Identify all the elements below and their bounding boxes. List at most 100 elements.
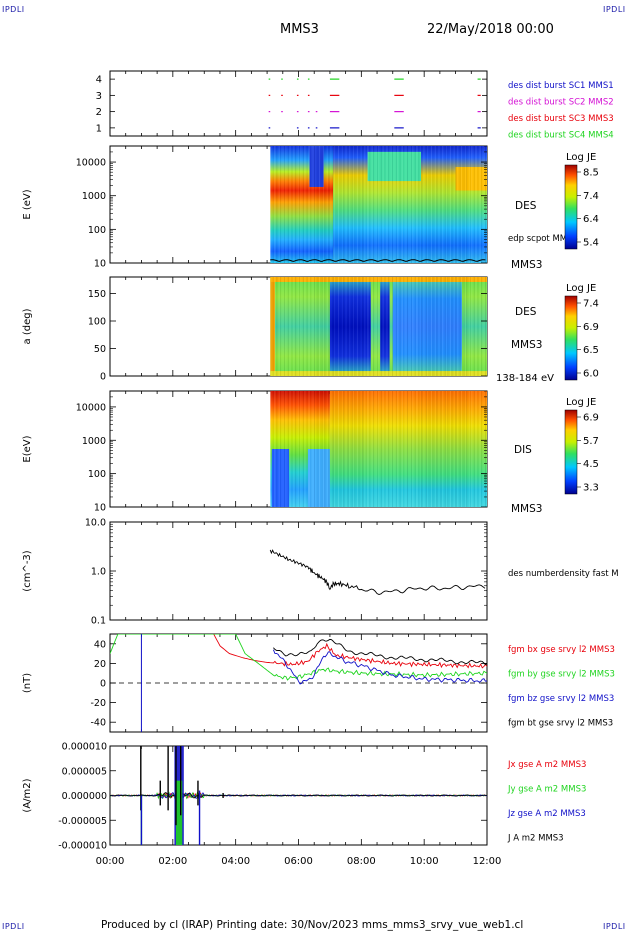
spectrogram-streak [270,391,272,507]
spectrogram-streak [305,277,307,376]
spectrogram-streak [273,391,275,507]
current-trace-black [110,792,487,799]
spectrogram-streak [405,391,407,507]
spectrogram-streak [413,277,415,376]
spectrogram-streak [370,391,372,507]
spectrogram-streak [408,391,410,507]
spectrogram-streak [441,146,442,263]
y-tick-label: 100 [88,225,106,236]
spectrogram-streak [436,146,437,263]
spectrogram-streak [412,391,414,507]
spectrogram-streak [310,391,312,507]
y-tick-label: 100 [88,469,106,480]
spectrogram-streak [276,146,278,263]
spectrogram-streak [290,391,292,507]
spectrogram-streak [364,146,366,263]
spectrogram-streak [477,277,479,376]
spectrogram-streak [422,277,424,376]
spectrogram-streak [329,146,331,263]
spectrogram-block [270,277,487,282]
spectrogram-streak [353,277,354,376]
spectrogram-streak [326,391,328,507]
spectrogram-streak [299,146,300,263]
spectrogram-streak [417,391,419,507]
spectrogram-streak [291,146,293,263]
species-label: DIS [514,444,532,456]
spectrogram-streak [400,146,402,263]
spectrogram-streak [374,146,376,263]
spectrogram-streak [330,391,332,507]
spectrogram-streak [341,277,343,376]
spectrogram-streak [333,146,334,263]
spectrogram-block [329,277,371,376]
spectrogram-streak [388,391,390,507]
spectrogram-streak [343,277,344,376]
spectrogram-streak [282,146,284,263]
spectrogram-streak [424,146,426,263]
current-legend-entry: Jz gse A m2 MMS3 [507,809,586,819]
y-tick-label: 20 [94,659,106,670]
spectrogram-streak [405,146,407,263]
spectrogram-streak [413,391,415,507]
panel-frame-burst [109,70,488,137]
spectrogram-streak [421,277,422,376]
spectrogram-dis_energy [270,391,487,507]
spectrogram-streak [295,146,297,263]
spectrogram-streak [472,391,474,507]
colorbar-tick-label: 6.0 [583,369,599,380]
spectrogram-streak [314,391,316,507]
y-tick-label: 0 [100,372,106,383]
spectrogram-streak [289,391,290,507]
burst-legend-entry: des dist burst SC4 MMS4 [508,131,614,141]
spectrogram-streak [311,146,313,263]
y-tick-label: 100 [88,317,106,328]
spectrogram-streak [297,146,299,263]
spectrogram-streak [461,146,463,263]
spectrogram-streak [319,277,321,376]
spectrogram-streak [302,146,304,263]
spectrogram-streak [286,277,288,376]
spectrogram-streak [378,146,380,263]
spectrogram-streak [431,146,432,263]
spectrogram-streak [338,277,339,376]
spectrogram-streak [407,146,409,263]
spectrogram-streak [280,391,282,507]
y-tick-label: 0.000010 [62,742,107,753]
spectrogram-streak [309,277,310,376]
spectrogram-streak [436,277,437,376]
spectrogram-streak [377,146,378,263]
spectrogram-streak [392,391,393,507]
colorbar-tick-label: 5.7 [583,436,599,447]
spectrogram-streak [465,391,466,507]
colorbar-tick-label: 8.5 [583,168,599,179]
spectrogram-streak [423,391,425,507]
spectrogram-streak [483,146,485,263]
spectrogram-streak [361,277,363,376]
spectrogram-streak [317,277,319,376]
spectrogram-streak [348,391,349,507]
spectrogram-streak [393,146,395,263]
spectrogram-streak [366,391,368,507]
spectrogram-streak [389,277,391,376]
spectrogram-streak [353,391,354,507]
spectrogram-streak [486,146,487,263]
spectrogram-streak [382,277,383,376]
spectrogram-streak [304,391,305,507]
spectrogram-streak [428,277,430,376]
spectrogram-streak [346,277,348,376]
spectrogram-streak [330,146,332,263]
spectrogram-streak [456,391,458,507]
time-tick-label: 00:00 [96,856,125,867]
spectrogram-streak [358,277,359,376]
spectrogram-streak [291,391,293,507]
spectrogram-streak [476,391,478,507]
spectrogram-streak [465,277,466,376]
spectrogram-streak [476,146,478,263]
burst-legend-entry: des dist burst SC2 MMS2 [508,98,614,108]
spectrogram-streak [407,391,409,507]
spectrogram-streak [432,146,434,263]
spectrogram-streak [273,277,275,376]
spectrogram-streak [316,146,318,263]
spectrogram-streak [473,391,475,507]
spectrogram-streak [410,277,412,376]
